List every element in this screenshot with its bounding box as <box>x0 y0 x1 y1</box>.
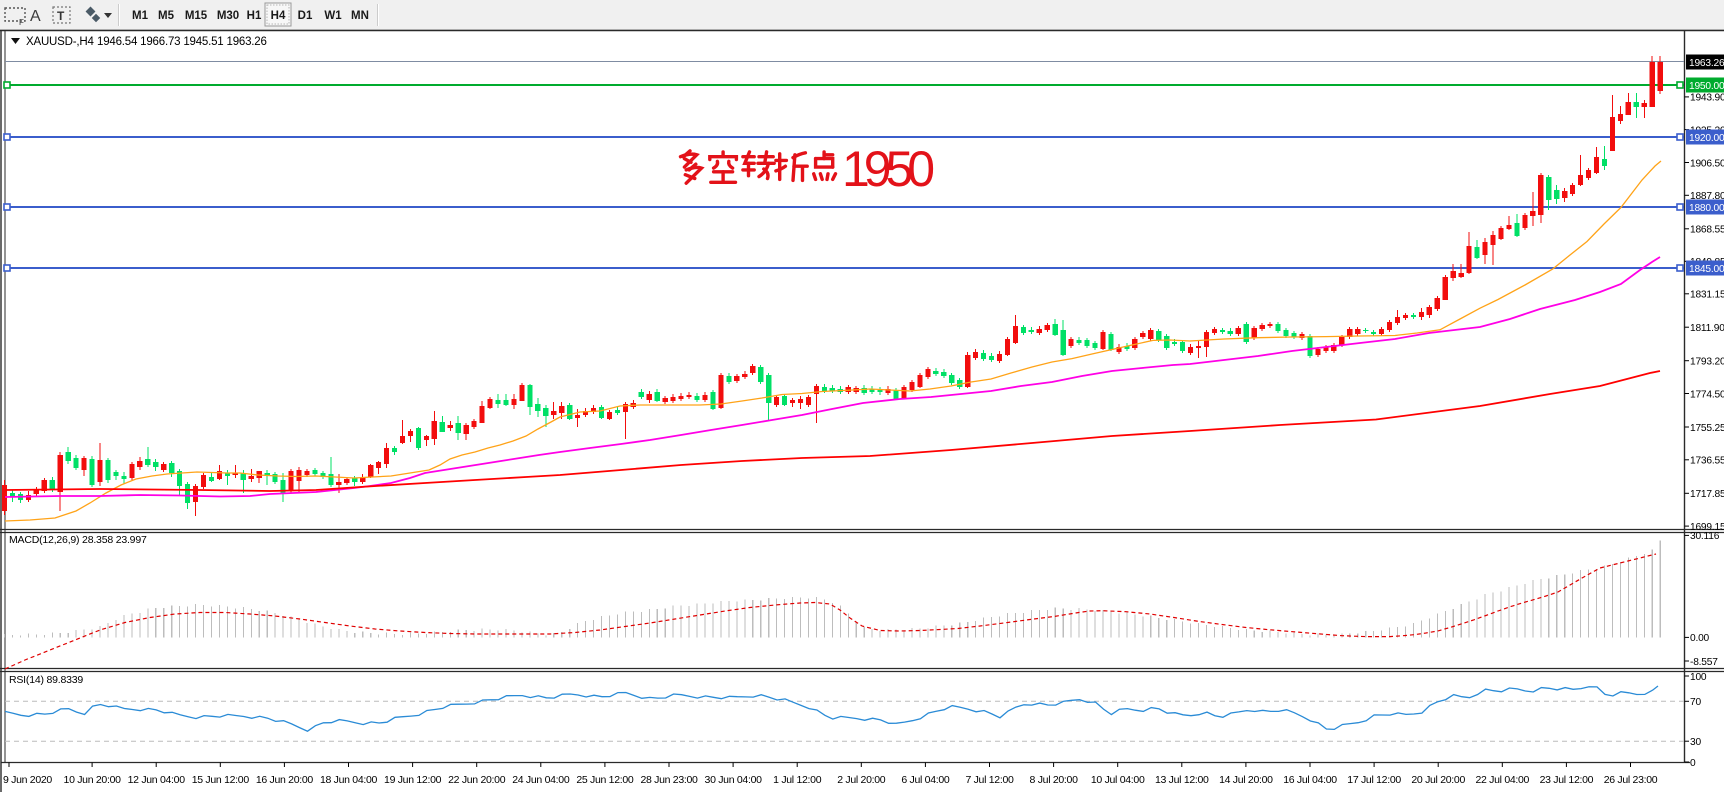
svg-text:2 Jul 20:00: 2 Jul 20:00 <box>837 774 886 786</box>
svg-text:1774.50: 1774.50 <box>1690 389 1724 400</box>
svg-text:30.116: 30.116 <box>1690 531 1720 542</box>
svg-text:9 Jun 2020: 9 Jun 2020 <box>3 774 52 786</box>
svg-text:18 Jun 04:00: 18 Jun 04:00 <box>320 774 378 786</box>
svg-text:6 Jul 04:00: 6 Jul 04:00 <box>901 774 950 786</box>
svg-text:100: 100 <box>1690 672 1707 683</box>
svg-text:20 Jul 20:00: 20 Jul 20:00 <box>1411 774 1465 786</box>
svg-text:M1: M1 <box>132 10 149 22</box>
svg-text:M5: M5 <box>158 10 175 22</box>
svg-text:25 Jun 12:00: 25 Jun 12:00 <box>576 774 634 786</box>
svg-text:1943.90: 1943.90 <box>1690 93 1724 104</box>
svg-text:70: 70 <box>1690 697 1701 708</box>
svg-text:23 Jul 12:00: 23 Jul 12:00 <box>1540 774 1594 786</box>
svg-text:MN: MN <box>351 10 369 22</box>
svg-text:1699.15: 1699.15 <box>1690 522 1724 533</box>
svg-text:M30: M30 <box>217 10 239 22</box>
svg-text:1736.55: 1736.55 <box>1690 456 1724 467</box>
svg-text:28 Jun 23:00: 28 Jun 23:00 <box>640 774 698 786</box>
svg-text:1963.26: 1963.26 <box>1689 58 1724 69</box>
svg-text:10 Jul 04:00: 10 Jul 04:00 <box>1091 774 1145 786</box>
svg-text:-8.557: -8.557 <box>1690 657 1718 668</box>
svg-text:1845.00: 1845.00 <box>1689 264 1724 275</box>
svg-text:0: 0 <box>1690 758 1696 769</box>
svg-text:1868.55: 1868.55 <box>1690 225 1724 236</box>
svg-text:15 Jun 12:00: 15 Jun 12:00 <box>192 774 250 786</box>
svg-text:F: F <box>19 18 24 27</box>
svg-text:1880.00: 1880.00 <box>1689 203 1724 214</box>
svg-text:1717.85: 1717.85 <box>1690 489 1724 500</box>
svg-text:XAUUSD-,H4: XAUUSD-,H4 <box>26 36 94 48</box>
svg-text:1946.54 1966.73 1945.51 1963.2: 1946.54 1966.73 1945.51 1963.26 <box>97 36 267 48</box>
svg-text:30: 30 <box>1690 737 1701 748</box>
svg-text:22 Jun 20:00: 22 Jun 20:00 <box>448 774 506 786</box>
svg-text:1755.25: 1755.25 <box>1690 423 1724 434</box>
svg-text:1 Jul 12:00: 1 Jul 12:00 <box>773 774 822 786</box>
svg-text:26 Jul 23:00: 26 Jul 23:00 <box>1604 774 1658 786</box>
svg-text:24 Jun 04:00: 24 Jun 04:00 <box>512 774 570 786</box>
svg-text:22 Jul 04:00: 22 Jul 04:00 <box>1475 774 1529 786</box>
svg-text:16 Jun 20:00: 16 Jun 20:00 <box>256 774 314 786</box>
svg-text:12 Jun 04:00: 12 Jun 04:00 <box>128 774 186 786</box>
svg-text:1906.50: 1906.50 <box>1690 158 1724 169</box>
svg-text:10 Jun 20:00: 10 Jun 20:00 <box>64 774 122 786</box>
svg-text:D1: D1 <box>298 10 313 22</box>
svg-text:0.00: 0.00 <box>1690 633 1710 644</box>
svg-text:1793.20: 1793.20 <box>1690 357 1724 368</box>
svg-text:1920.00: 1920.00 <box>1689 133 1724 144</box>
svg-text:1950.00: 1950.00 <box>1689 81 1724 92</box>
svg-text:RSI(14) 89.8339: RSI(14) 89.8339 <box>9 674 83 686</box>
svg-text:H4: H4 <box>271 10 286 22</box>
svg-text:13 Jul 12:00: 13 Jul 12:00 <box>1155 774 1209 786</box>
svg-text:30 Jun 04:00: 30 Jun 04:00 <box>705 774 763 786</box>
svg-text:14 Jul 20:00: 14 Jul 20:00 <box>1219 774 1273 786</box>
svg-text:1887.80: 1887.80 <box>1690 191 1724 202</box>
svg-text:MACD(12,26,9) 28.358 23.997: MACD(12,26,9) 28.358 23.997 <box>9 534 147 546</box>
svg-text:1831.15: 1831.15 <box>1690 290 1724 301</box>
svg-text:17 Jul 12:00: 17 Jul 12:00 <box>1347 774 1401 786</box>
svg-text:16 Jul 04:00: 16 Jul 04:00 <box>1283 774 1337 786</box>
svg-text:1811.90: 1811.90 <box>1690 323 1724 334</box>
svg-text:H1: H1 <box>247 10 262 22</box>
svg-text:A: A <box>30 8 41 25</box>
svg-text:1950: 1950 <box>842 141 935 197</box>
svg-text:W1: W1 <box>324 10 342 22</box>
svg-text:19 Jun 12:00: 19 Jun 12:00 <box>384 774 442 786</box>
svg-text:7 Jul 12:00: 7 Jul 12:00 <box>965 774 1014 786</box>
svg-text:M15: M15 <box>185 10 208 22</box>
svg-text:T: T <box>57 9 65 23</box>
svg-text:8 Jul 20:00: 8 Jul 20:00 <box>1030 774 1079 786</box>
